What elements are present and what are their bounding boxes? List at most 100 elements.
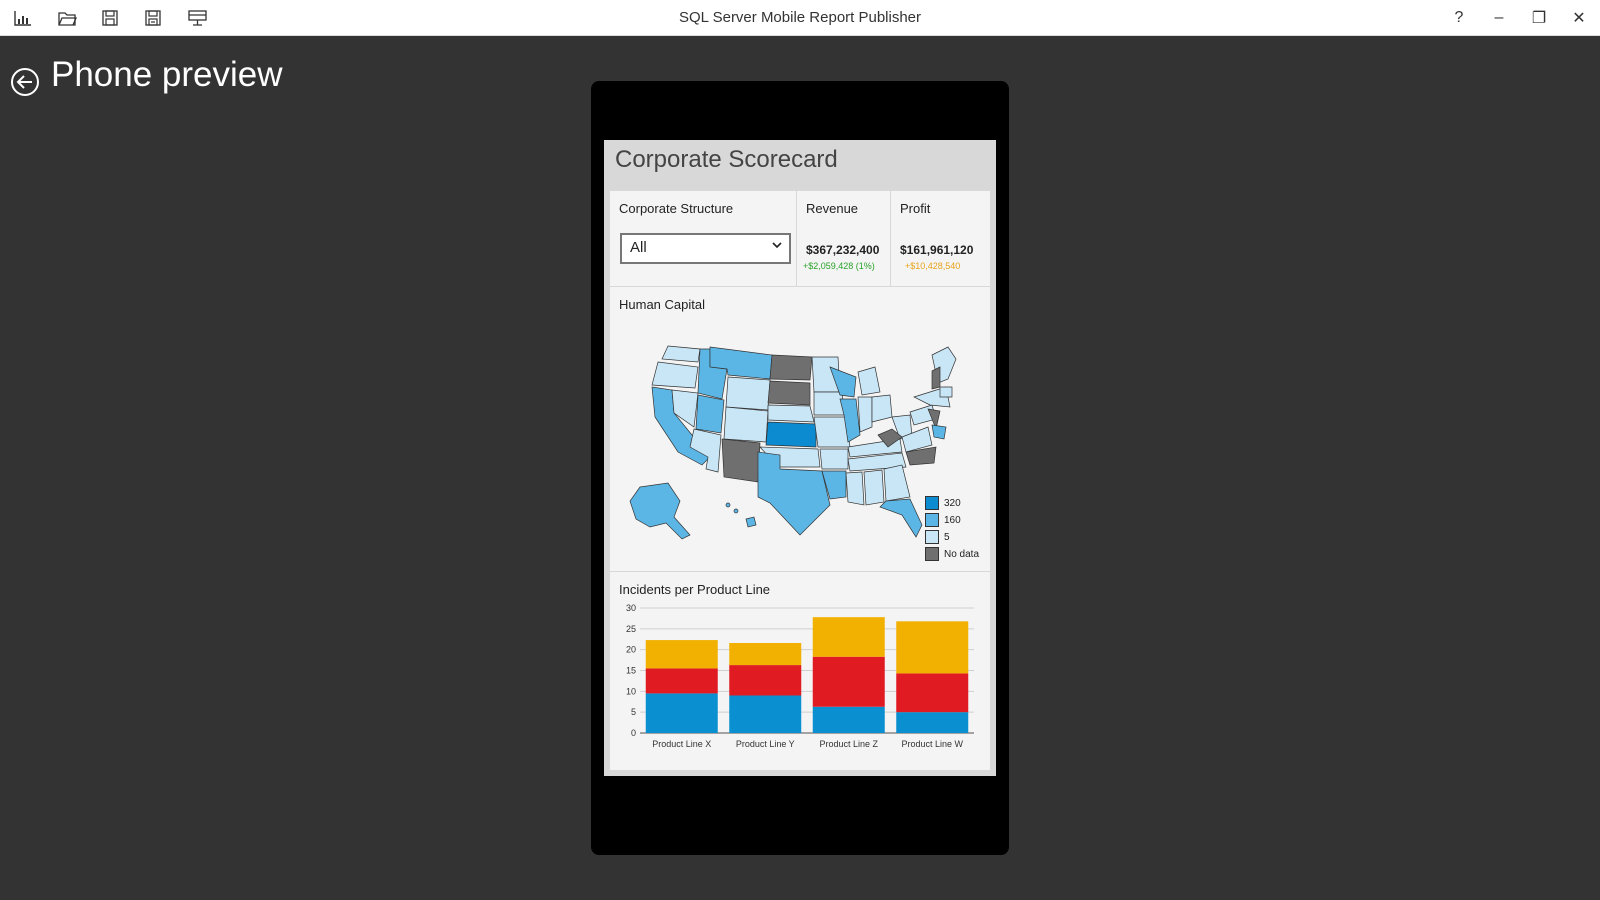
map-state	[767, 380, 811, 406]
map-state	[829, 366, 857, 398]
y-tick-label: 5	[631, 707, 636, 717]
map-state	[629, 482, 691, 540]
revenue-label: Revenue	[806, 201, 859, 216]
bar-segment[interactable]	[812, 706, 885, 733]
y-tick-label: 0	[631, 728, 636, 738]
page-title: Phone preview	[51, 55, 283, 94]
save-icon[interactable]	[100, 9, 120, 27]
x-tick-label: Product Line W	[901, 739, 963, 749]
report-title: Corporate Scorecard	[615, 146, 838, 173]
bar-segment[interactable]	[729, 695, 802, 734]
map-card: Human Capital	[610, 287, 990, 571]
map-state	[767, 404, 815, 423]
map-state	[725, 376, 771, 411]
map-state	[839, 398, 861, 443]
y-tick-label: 25	[626, 624, 636, 634]
bar-segment[interactable]	[896, 712, 969, 733]
map-state	[733, 508, 739, 514]
bar-segment[interactable]	[645, 640, 718, 669]
revenue-card: Revenue $367,232,400 +$2,059,428 (1%)	[797, 191, 890, 286]
bar-segment[interactable]	[729, 665, 802, 696]
revenue-delta: +$2,059,428 (1%)	[803, 261, 875, 271]
map-state	[723, 406, 769, 443]
bar-segment[interactable]	[812, 617, 885, 657]
map-state	[845, 471, 865, 506]
map-state	[689, 428, 722, 473]
save-as-icon[interactable]	[143, 9, 163, 27]
x-tick-label: Product Line Y	[736, 739, 795, 749]
structure-select[interactable]: All	[620, 233, 791, 264]
map-state	[879, 498, 923, 538]
legend-item: No data	[925, 547, 979, 561]
map-state	[651, 361, 699, 389]
bar-segment[interactable]	[645, 668, 718, 694]
y-tick-label: 15	[626, 666, 636, 676]
legend-swatch	[925, 496, 939, 510]
map-state	[821, 470, 847, 500]
chevron-down-icon	[771, 239, 783, 254]
map-state	[863, 469, 885, 506]
incidents-chart-card: Incidents per Product Line 0 5 10 15 20 25 30 P…	[610, 572, 990, 770]
bar-segment[interactable]	[645, 693, 718, 733]
chart-title: Incidents per Product Line	[619, 582, 771, 597]
close-button[interactable]: ✕	[1572, 10, 1586, 27]
title-bar: SQL Server Mobile Report Publisher ? – ❐…	[0, 0, 1600, 36]
profit-delta: +$10,428,540	[905, 261, 961, 271]
map-state	[661, 345, 701, 363]
map-state	[671, 389, 699, 428]
map-state	[765, 421, 817, 448]
profit-card: Profit $161,961,120 +$10,428,540	[891, 191, 990, 286]
app-title: SQL Server Mobile Report Publisher	[678, 9, 922, 26]
map-state	[883, 464, 911, 502]
phone-frame: Corporate Scorecard Corporate Structure …	[591, 81, 1009, 855]
legend-item: 160	[925, 513, 961, 527]
map-state	[927, 408, 941, 431]
legend-swatch	[925, 530, 939, 544]
map-state	[931, 366, 941, 390]
map-state	[725, 502, 731, 508]
bar-segment[interactable]	[812, 656, 885, 707]
legend-label: 320	[944, 497, 961, 509]
map-state	[857, 396, 873, 433]
map-state	[819, 448, 849, 470]
bar-segment[interactable]	[729, 643, 802, 666]
y-tick-label: 20	[626, 645, 636, 655]
structure-card: Corporate Structure All	[610, 191, 796, 286]
legend-swatch	[925, 547, 939, 561]
map-state	[939, 386, 953, 398]
legend-label: 5	[944, 531, 950, 543]
open-icon[interactable]	[57, 9, 77, 27]
map-state	[905, 446, 937, 466]
map-state	[695, 394, 725, 434]
structure-selected-value: All	[630, 239, 647, 256]
phone-screen: Corporate Scorecard Corporate Structure …	[604, 140, 996, 776]
new-report-icon[interactable]	[13, 9, 33, 27]
bar-segment[interactable]	[896, 621, 969, 674]
minimize-button[interactable]: –	[1494, 9, 1504, 26]
legend-item: 320	[925, 496, 961, 510]
map-state	[745, 516, 757, 528]
profit-label: Profit	[900, 201, 931, 216]
publish-icon[interactable]	[187, 9, 207, 27]
x-tick-label: Product Line X	[652, 739, 711, 749]
map-state	[871, 394, 893, 423]
revenue-value: $367,232,400	[806, 243, 880, 257]
restore-button[interactable]: ❐	[1531, 10, 1547, 27]
y-tick-label: 30	[626, 603, 636, 613]
bar-segment[interactable]	[896, 673, 969, 713]
incidents-chart[interactable]: 0 5 10 15 20 25 30 Product Line X Product Line Y…	[610, 572, 990, 770]
us-map[interactable]	[610, 287, 990, 571]
map-state	[813, 416, 851, 448]
map-state	[769, 354, 813, 381]
profit-value: $161,961,120	[900, 243, 974, 257]
legend-item: 5	[925, 530, 950, 544]
legend-label: No data	[944, 548, 980, 560]
back-arrow-icon[interactable]	[10, 67, 40, 97]
map-state	[857, 366, 881, 396]
map-state	[721, 438, 761, 483]
help-button[interactable]: ?	[1454, 9, 1464, 26]
legend-swatch	[925, 513, 939, 527]
map-label: Human Capital	[619, 297, 705, 312]
map-state	[931, 424, 947, 440]
x-tick-label: Product Line Z	[819, 739, 878, 749]
